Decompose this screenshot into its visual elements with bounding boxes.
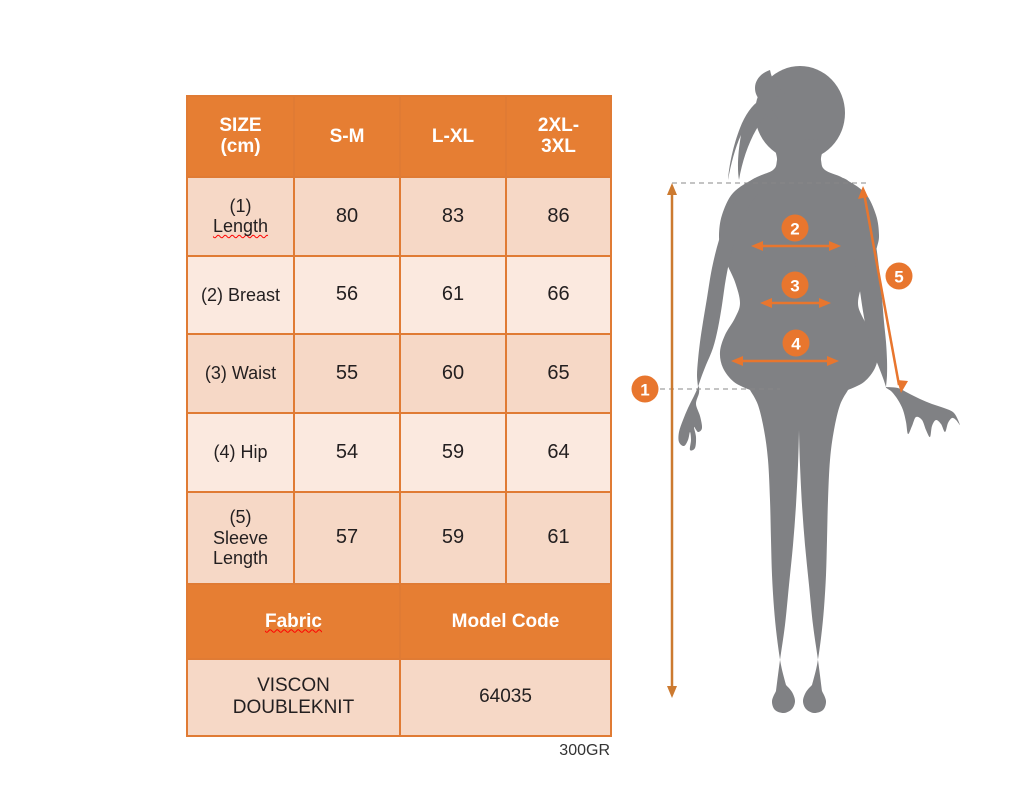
- svg-text:1: 1: [640, 381, 649, 400]
